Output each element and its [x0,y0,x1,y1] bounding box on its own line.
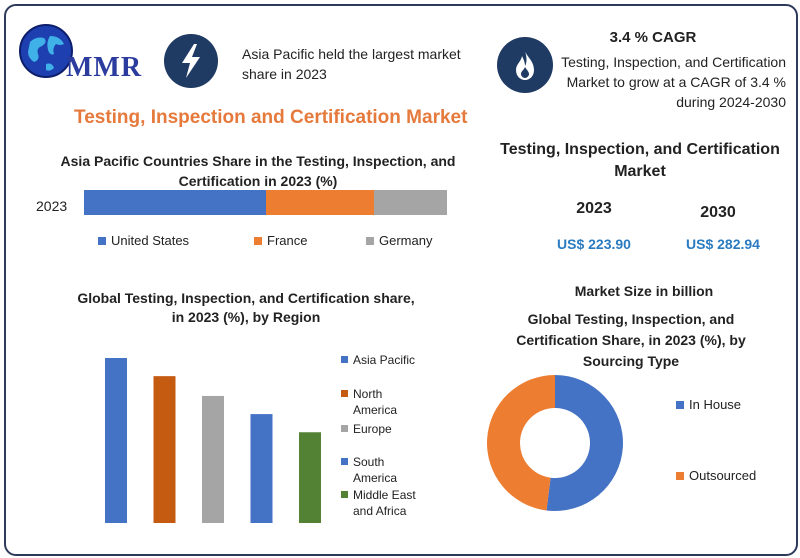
infographic-frame: MMR Asia Pacific held the largest market… [4,4,798,556]
legend-label: In House [689,397,742,412]
lightning-icon [164,34,218,88]
legend-item-france: France [254,233,307,249]
chart3-title: Global Testing, Inspection, and Certific… [516,311,746,369]
stacked-segment-germany [374,190,447,215]
market-size-title: Testing, Inspection, and Certification M… [500,141,780,180]
legend-swatch [366,237,374,245]
year-2030-label: 2030 [700,204,736,221]
chart2-title: Global Testing, Inspection, and Certific… [77,290,415,325]
legend-swatch [341,425,348,432]
value-2030: US$ 282.94 [686,236,760,252]
legend-label: Outsourced [689,468,757,483]
legend-label: France [267,233,308,248]
cagr-title: 3.4 % CAGR [609,29,697,46]
legend-item-middle-east-africa: Middle East and Africa [341,487,421,519]
legend-swatch [676,472,684,480]
main-title: Testing, Inspection and Certification Ma… [74,107,468,128]
cagr-text: Testing, Inspection, and Certification M… [561,54,786,110]
legend-item-asia-pacific: Asia Pacific [341,352,415,368]
legend-swatch [341,491,348,498]
legend-item-south-america: South America [341,454,411,486]
donut-slice-outsourced [486,375,555,511]
bar-north-america [153,376,176,523]
legend-label: Middle East and Africa [353,488,416,518]
bar-europe [202,395,224,523]
chart1-title: Asia Pacific Countries Share in the Test… [60,153,456,189]
legend-swatch [341,458,348,465]
legend-swatch [254,237,262,245]
year-2023-label: 2023 [576,200,612,217]
legend-label: South America [353,455,398,485]
value-2023: US$ 223.90 [557,236,631,252]
legend-label: North America [353,387,398,417]
bar-middle-east-and-africa [299,432,321,523]
legend-swatch [341,390,348,397]
bar-asia-pacific [105,358,127,523]
legend-swatch [98,237,106,245]
legend-item-north-america: North America [341,386,411,418]
donut-slice-in-house [546,375,623,511]
globe-logo-icon [19,24,73,78]
stacked-bar [84,190,447,215]
stacked-segment-france [265,190,375,215]
legend-label: Europe [353,422,392,436]
highlight-text: Asia Pacific held the largest market sha… [242,46,461,82]
sourcing-donut-chart [486,375,623,511]
legend-item-europe: Europe [341,421,392,437]
legend-label: Asia Pacific [353,353,416,367]
legend-item-germany: Germany [366,233,432,249]
legend-item-united-states: United States [98,233,189,249]
logo-text: MMR [66,52,143,83]
legend-item-in-house: In House [676,397,741,413]
legend-swatch [341,356,348,363]
stacked-segment-united-states [84,190,266,215]
chart1-category-label: 2023 [36,198,68,214]
legend-swatch [676,401,684,409]
legend-label: United States [111,233,190,248]
flame-icon [497,37,553,93]
market-size-caption: Market Size in billion [574,283,714,299]
legend-item-outsourced: Outsourced [676,468,756,484]
region-bar-chart [105,358,321,523]
legend-label: Germany [379,233,433,248]
bar-south-america [250,414,273,523]
